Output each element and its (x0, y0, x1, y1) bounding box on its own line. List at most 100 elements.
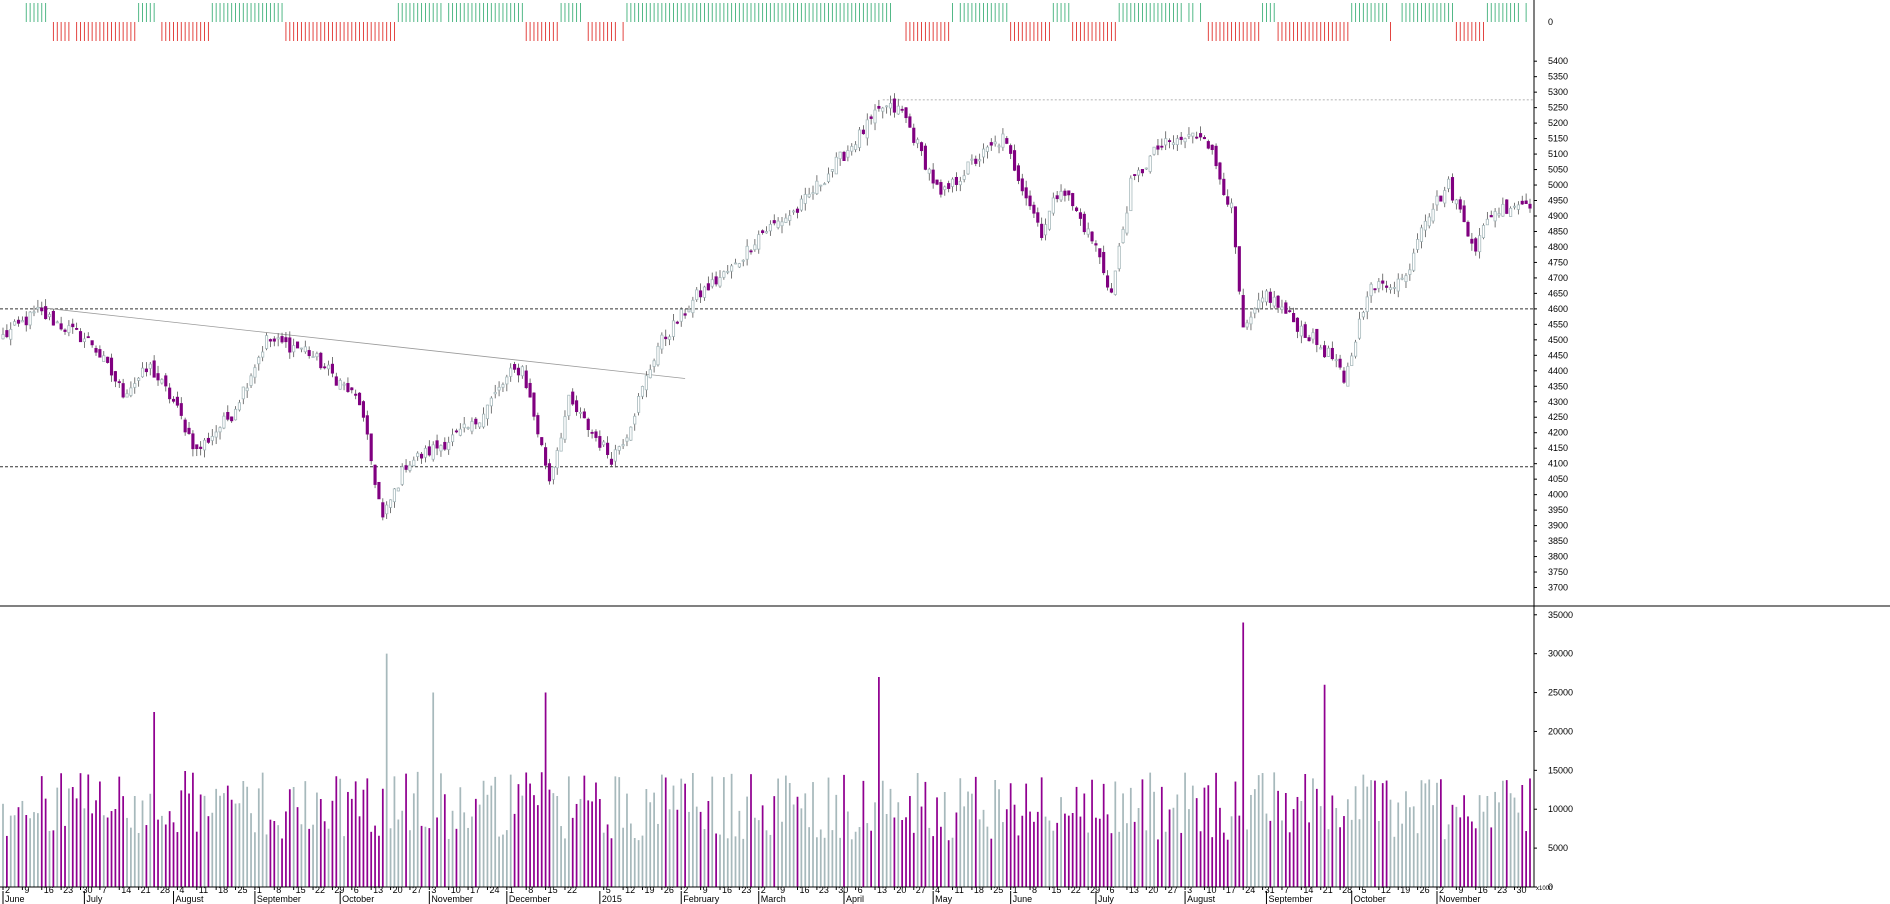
candle (710, 279, 714, 287)
candle (792, 210, 796, 213)
candle (1226, 196, 1230, 205)
date-tick-label: 19 (1400, 885, 1410, 895)
candle (1051, 197, 1055, 214)
date-tick-label: 19 (644, 885, 654, 895)
volume-tick-label: 15000 (1548, 765, 1573, 775)
candle (439, 445, 443, 452)
candle (1179, 136, 1183, 140)
date-tick-label: 26 (664, 885, 674, 895)
candle (633, 415, 637, 425)
candle (671, 320, 676, 337)
candle (1334, 359, 1338, 362)
candle (148, 363, 152, 369)
volume-tick-label: 10000 (1548, 804, 1573, 814)
candle (993, 141, 997, 145)
date-tick-label: 31 (1265, 885, 1275, 895)
candle (156, 373, 160, 381)
price-tick-label: 4000 (1548, 490, 1568, 500)
volume-tick-label: 35000 (1548, 610, 1573, 620)
candle (396, 487, 400, 492)
candle (1187, 134, 1191, 137)
candle (877, 105, 881, 109)
candle (559, 437, 563, 452)
candle (753, 244, 757, 251)
candle (1284, 302, 1288, 314)
candle (1063, 190, 1067, 196)
candle (90, 340, 94, 346)
month-label: August (1187, 894, 1216, 904)
price-tick-label: 4350 (1548, 381, 1568, 391)
candle (435, 440, 439, 449)
candle (1299, 325, 1303, 337)
candle (55, 321, 59, 324)
date-tick-label: 27 (412, 885, 422, 895)
volume-tick-label: 5000 (1548, 843, 1568, 853)
candle (1199, 133, 1203, 138)
candle (799, 198, 803, 211)
date-tick-label: 14 (121, 885, 131, 895)
candle (590, 431, 594, 434)
candle (1102, 251, 1106, 274)
candle (687, 309, 691, 313)
candle (1140, 169, 1144, 174)
candle (923, 145, 927, 170)
date-tick-label: 20 (896, 885, 906, 895)
candle (1144, 167, 1148, 170)
date-tick-label: 9 (24, 885, 29, 895)
price-tick-label: 4200 (1548, 428, 1568, 438)
candle (373, 464, 377, 485)
candle (896, 105, 900, 115)
candle (1509, 207, 1513, 217)
candle (1501, 204, 1505, 217)
price-tick-label: 4600 (1548, 304, 1568, 314)
candle (1377, 281, 1381, 289)
date-tick-label: 2 (1439, 885, 1444, 895)
candle (540, 437, 544, 446)
reference-lines (0, 99, 1534, 468)
date-tick-label: 6 (1110, 885, 1115, 895)
candle (299, 347, 303, 350)
candle (307, 350, 311, 357)
candle (338, 380, 342, 390)
candle (206, 437, 210, 443)
candle (1431, 208, 1435, 222)
candle (1388, 287, 1393, 290)
candle (179, 403, 183, 416)
candle (451, 434, 455, 443)
price-tick-label: 4950 (1548, 196, 1568, 206)
candle (303, 346, 307, 353)
candle (675, 321, 679, 324)
candle (462, 423, 466, 429)
date-tick-label: 2 (5, 885, 10, 895)
candle (1350, 355, 1354, 367)
candle (109, 357, 114, 376)
candle (1443, 190, 1447, 204)
candle (102, 355, 106, 363)
candle (888, 102, 893, 109)
date-tick-label: 23 (1497, 885, 1507, 895)
candle (1113, 270, 1117, 295)
candle (741, 259, 745, 262)
candle (1249, 316, 1253, 325)
candle (140, 367, 145, 378)
price-tick-label: 4850 (1548, 226, 1568, 236)
candle (702, 286, 707, 298)
date-tick-label: 26 (1420, 885, 1430, 895)
date-tick-label: 17 (1226, 885, 1236, 895)
month-label: July (1098, 894, 1115, 904)
candle (183, 419, 187, 433)
candle (1040, 223, 1044, 238)
candle (865, 119, 869, 139)
candle (927, 168, 931, 174)
date-tick-label: 9 (703, 885, 708, 895)
candle (861, 129, 865, 135)
candle (668, 336, 672, 340)
candle (505, 376, 509, 385)
candle (768, 223, 772, 232)
candle (1276, 295, 1280, 308)
candle (226, 411, 230, 420)
price-tick-label: 3950 (1548, 505, 1568, 515)
candle (1222, 178, 1226, 195)
candle (1191, 132, 1195, 137)
